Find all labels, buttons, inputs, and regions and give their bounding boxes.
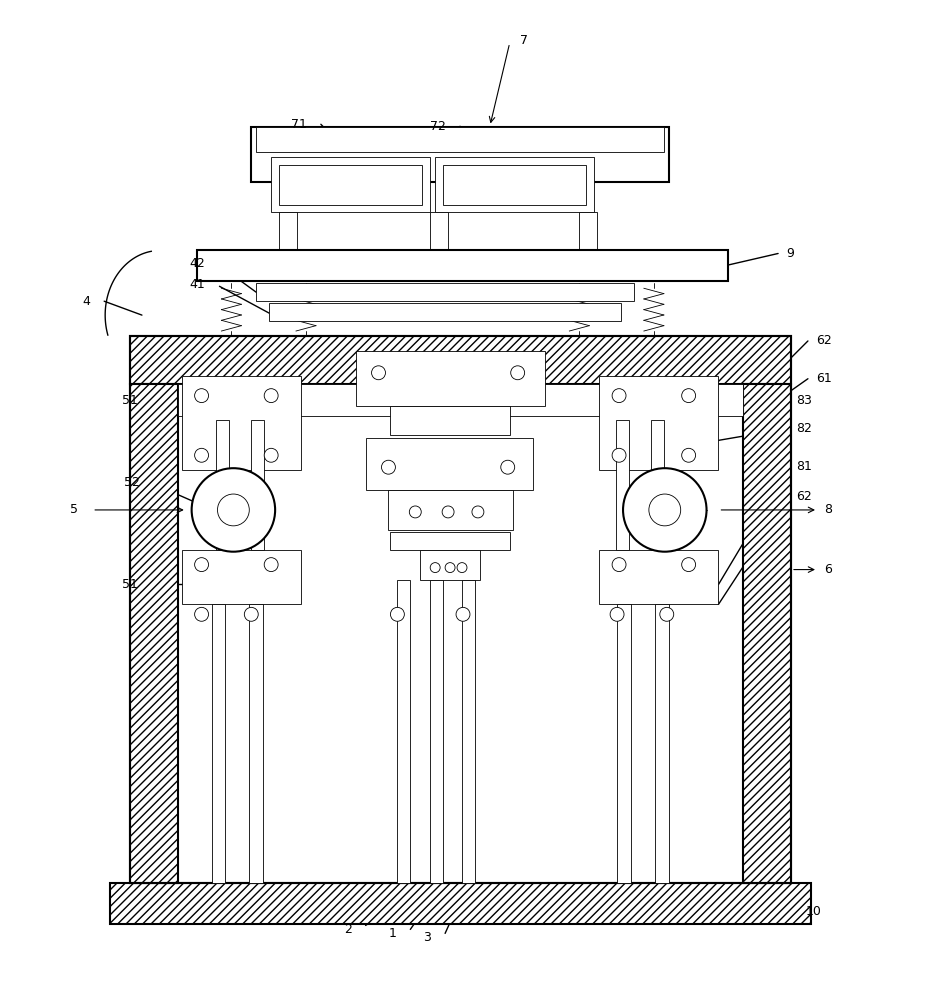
- Text: 9: 9: [786, 247, 794, 260]
- Bar: [579, 212, 597, 251]
- Text: 61: 61: [816, 372, 832, 385]
- Bar: [178, 384, 743, 883]
- Bar: [617, 604, 631, 883]
- Circle shape: [501, 460, 514, 474]
- Circle shape: [382, 460, 396, 474]
- Circle shape: [372, 366, 386, 380]
- Bar: [272, 157, 430, 212]
- Text: 41: 41: [190, 278, 206, 291]
- Circle shape: [245, 607, 259, 621]
- Bar: [269, 303, 621, 321]
- Circle shape: [681, 389, 695, 403]
- Text: 1: 1: [388, 927, 397, 940]
- Circle shape: [457, 563, 467, 573]
- Circle shape: [390, 607, 404, 621]
- Circle shape: [612, 558, 626, 572]
- Text: 2: 2: [344, 923, 351, 936]
- Text: 8: 8: [824, 503, 832, 516]
- Circle shape: [195, 607, 209, 621]
- Text: 62: 62: [816, 334, 832, 347]
- Bar: [430, 212, 448, 251]
- Bar: [249, 604, 263, 883]
- Bar: [178, 384, 743, 416]
- Bar: [130, 384, 178, 883]
- Text: 42: 42: [190, 257, 206, 270]
- Bar: [654, 604, 668, 883]
- Text: 7: 7: [520, 34, 527, 47]
- Text: 51: 51: [122, 394, 138, 407]
- Bar: [388, 490, 513, 530]
- Text: 82: 82: [796, 422, 812, 435]
- Bar: [279, 165, 423, 205]
- Text: 83: 83: [796, 394, 812, 407]
- Bar: [599, 376, 718, 470]
- Circle shape: [264, 389, 278, 403]
- Bar: [420, 550, 480, 580]
- Bar: [390, 532, 510, 550]
- Bar: [197, 250, 729, 281]
- Circle shape: [410, 506, 421, 518]
- Circle shape: [192, 468, 275, 552]
- Circle shape: [195, 558, 209, 572]
- Circle shape: [445, 563, 455, 573]
- Bar: [279, 212, 297, 251]
- Text: 81: 81: [796, 460, 812, 473]
- Circle shape: [660, 607, 674, 621]
- Circle shape: [264, 558, 278, 572]
- Bar: [217, 420, 229, 550]
- Text: 4: 4: [83, 295, 90, 308]
- Bar: [182, 550, 301, 604]
- Bar: [435, 157, 594, 212]
- Text: 71: 71: [291, 118, 307, 131]
- Bar: [443, 165, 586, 205]
- Bar: [130, 336, 791, 384]
- Text: 52: 52: [124, 476, 140, 489]
- Bar: [256, 283, 634, 301]
- Circle shape: [195, 448, 209, 462]
- Circle shape: [511, 366, 525, 380]
- Circle shape: [442, 506, 454, 518]
- Bar: [616, 420, 629, 550]
- Circle shape: [430, 563, 440, 573]
- Circle shape: [610, 607, 624, 621]
- Bar: [743, 384, 791, 883]
- Text: 5: 5: [70, 503, 78, 516]
- Bar: [390, 406, 510, 435]
- Bar: [430, 580, 443, 883]
- Bar: [599, 550, 718, 604]
- Bar: [211, 604, 225, 883]
- Text: 72: 72: [430, 120, 446, 133]
- Circle shape: [472, 506, 484, 518]
- Circle shape: [649, 494, 680, 526]
- Text: 51: 51: [122, 578, 138, 591]
- Circle shape: [264, 448, 278, 462]
- Circle shape: [218, 494, 249, 526]
- Bar: [251, 127, 668, 182]
- Text: 62: 62: [796, 490, 812, 503]
- Circle shape: [456, 607, 470, 621]
- Bar: [251, 420, 264, 550]
- Bar: [651, 420, 664, 550]
- Text: 6: 6: [824, 563, 832, 576]
- Bar: [356, 351, 544, 406]
- Circle shape: [195, 389, 209, 403]
- Bar: [182, 376, 301, 470]
- Circle shape: [681, 448, 695, 462]
- Bar: [256, 127, 664, 152]
- Bar: [462, 580, 475, 883]
- Circle shape: [612, 448, 626, 462]
- Circle shape: [623, 468, 706, 552]
- Text: 10: 10: [806, 905, 822, 918]
- Circle shape: [612, 389, 626, 403]
- Bar: [110, 883, 811, 924]
- Bar: [365, 438, 533, 490]
- Bar: [130, 336, 791, 883]
- Text: 3: 3: [424, 931, 431, 944]
- Circle shape: [681, 558, 695, 572]
- Bar: [398, 580, 411, 883]
